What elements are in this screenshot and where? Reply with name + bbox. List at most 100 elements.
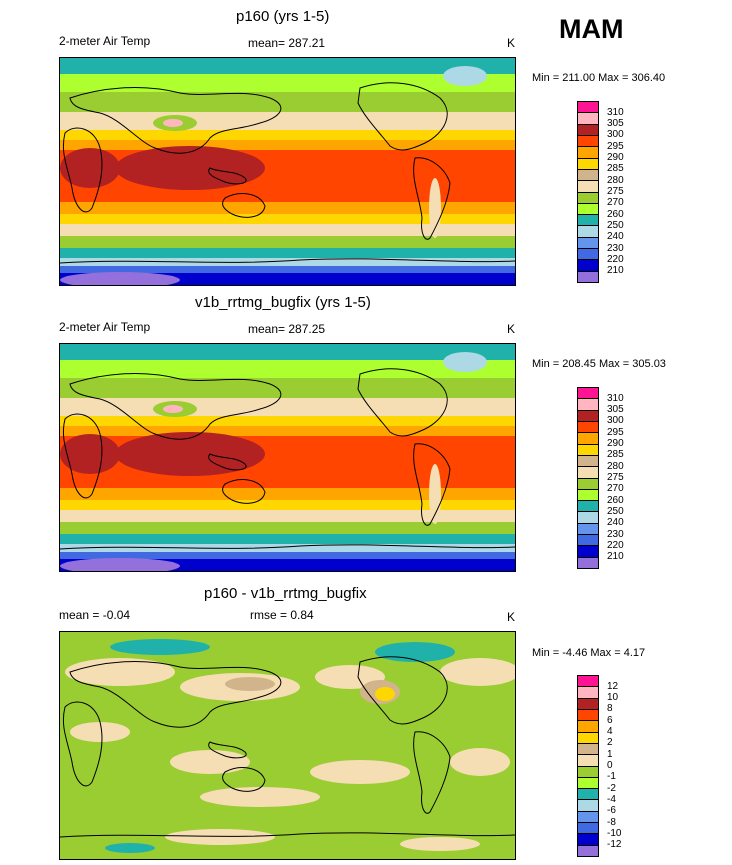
diff-patch: [200, 787, 320, 807]
panel1-minmax: Min = 211.00 Max = 306.40: [532, 72, 666, 84]
panel2-map-svg: [60, 344, 515, 571]
diff-patch: [440, 658, 515, 686]
greenland: [443, 66, 487, 86]
colorbar-tick-label: 290: [607, 152, 624, 164]
tibet-core: [163, 405, 183, 413]
coastline: [413, 443, 451, 526]
band: [60, 534, 515, 544]
coastline: [69, 661, 282, 728]
band: [60, 92, 515, 112]
colorbar-tick-label: -2: [607, 782, 616, 794]
coastline: [222, 767, 266, 792]
band: [60, 398, 515, 416]
warm-region-africa: [60, 148, 120, 188]
band: [60, 248, 515, 258]
band: [60, 378, 515, 398]
panel2-colorbar: 310 305 300 295 290 285 280 275 270 260 250 240 230 2…: [577, 387, 637, 569]
colorbar-tick-label: 12: [607, 680, 619, 692]
colorbar-tick-label: 295: [607, 140, 624, 152]
coastline: [413, 157, 451, 240]
colorbar-tick-label: 250: [607, 505, 624, 517]
colorbar-tick-label: 300: [607, 415, 624, 427]
coastline: [357, 368, 448, 437]
colorbar-tick-label: 240: [607, 517, 624, 529]
coastline: [62, 701, 103, 787]
colorbar-tick-label: 280: [607, 460, 624, 472]
warm-region-africa: [60, 434, 120, 474]
colorbar-tick-label: 220: [607, 253, 624, 265]
coastline: [357, 656, 448, 725]
coastline: [208, 453, 247, 471]
tibet-core: [163, 119, 183, 127]
coastline: [69, 373, 282, 440]
coastline: [69, 87, 282, 154]
warm-pool: [115, 146, 265, 190]
panel1-variable-label: 2-meter Air Temp: [59, 34, 151, 48]
band: [60, 130, 515, 140]
colorbar-tick-label: 305: [607, 118, 624, 130]
band: [60, 74, 515, 92]
colorbar-tick-label: -4: [607, 793, 616, 805]
panel3-map-svg: [60, 632, 515, 859]
panel3-minmax: Min = -4.46 Max = 4.17: [532, 647, 646, 659]
colorbar-tick-label: 8: [607, 703, 613, 715]
colorbar-tick-label: -10: [607, 827, 622, 839]
diff-patch: [310, 760, 410, 784]
diff-patch: [165, 829, 275, 845]
panel2-map: [59, 343, 516, 572]
band: [60, 522, 515, 534]
colorbar-tick-label: 4: [607, 726, 613, 738]
band: [60, 510, 515, 522]
colorbar-tick-label: -12: [607, 839, 622, 851]
antarctica-lowest: [60, 558, 180, 571]
panel2-units-label: K: [507, 322, 516, 336]
coastline: [208, 741, 247, 759]
colorbar-tick-label: 310: [607, 106, 624, 118]
panel3-units-label: K: [507, 610, 516, 624]
band: [60, 552, 515, 559]
band: [60, 112, 515, 130]
band: [60, 266, 515, 273]
panel1-units-label: K: [507, 36, 516, 50]
greenland: [443, 352, 487, 372]
colorbar-tick-label: 230: [607, 242, 624, 254]
band: [60, 140, 515, 150]
colorbar-tick-label: -8: [607, 816, 616, 828]
panel1-map-svg: [60, 58, 515, 285]
band: [60, 214, 515, 224]
band: [60, 544, 515, 552]
colorbar-tick-label: 280: [607, 174, 624, 186]
band: [60, 426, 515, 436]
band: [60, 224, 515, 236]
diff-patch: [400, 837, 480, 851]
diff-patch: [225, 677, 275, 691]
colorbar-tick-label: 220: [607, 539, 624, 551]
coastline: [60, 832, 515, 838]
coastline: [413, 731, 451, 814]
colorbar-tick-label: 290: [607, 438, 624, 450]
colorbar-tick-label: 10: [607, 692, 619, 704]
band: [60, 202, 515, 214]
colorbar-tick-label: 305: [607, 404, 624, 416]
band: [60, 344, 515, 360]
panel3-mean-label: mean = -0.04: [59, 608, 131, 622]
band: [60, 500, 515, 510]
panel3-rmse-label: rmse = 0.84: [250, 608, 314, 622]
panel3-map: [59, 631, 516, 860]
colorbar-tick-label: 210: [607, 265, 624, 277]
colorbar-tick-label: 6: [607, 714, 613, 726]
colorbar-tick-label: 230: [607, 528, 624, 540]
panel1-mean-label: mean= 287.21: [248, 36, 326, 50]
season-label: MAM: [559, 14, 624, 44]
colorbar-tick-label: 310: [607, 392, 624, 404]
panel1-title: p160 (yrs 1-5): [236, 8, 330, 25]
colorbar-tick-label: -6: [607, 805, 616, 817]
band: [60, 58, 515, 74]
panel2-title: v1b_rrtmg_bugfix (yrs 1-5): [195, 294, 371, 311]
colorbar-swatch: [577, 844, 599, 857]
band: [60, 236, 515, 248]
panel3-title: p160 - v1b_rrtmg_bugfix: [204, 585, 367, 602]
colorbar-swatch: [577, 270, 599, 283]
colorbar-tick-label: 240: [607, 231, 624, 243]
panel1-map: [59, 57, 516, 286]
